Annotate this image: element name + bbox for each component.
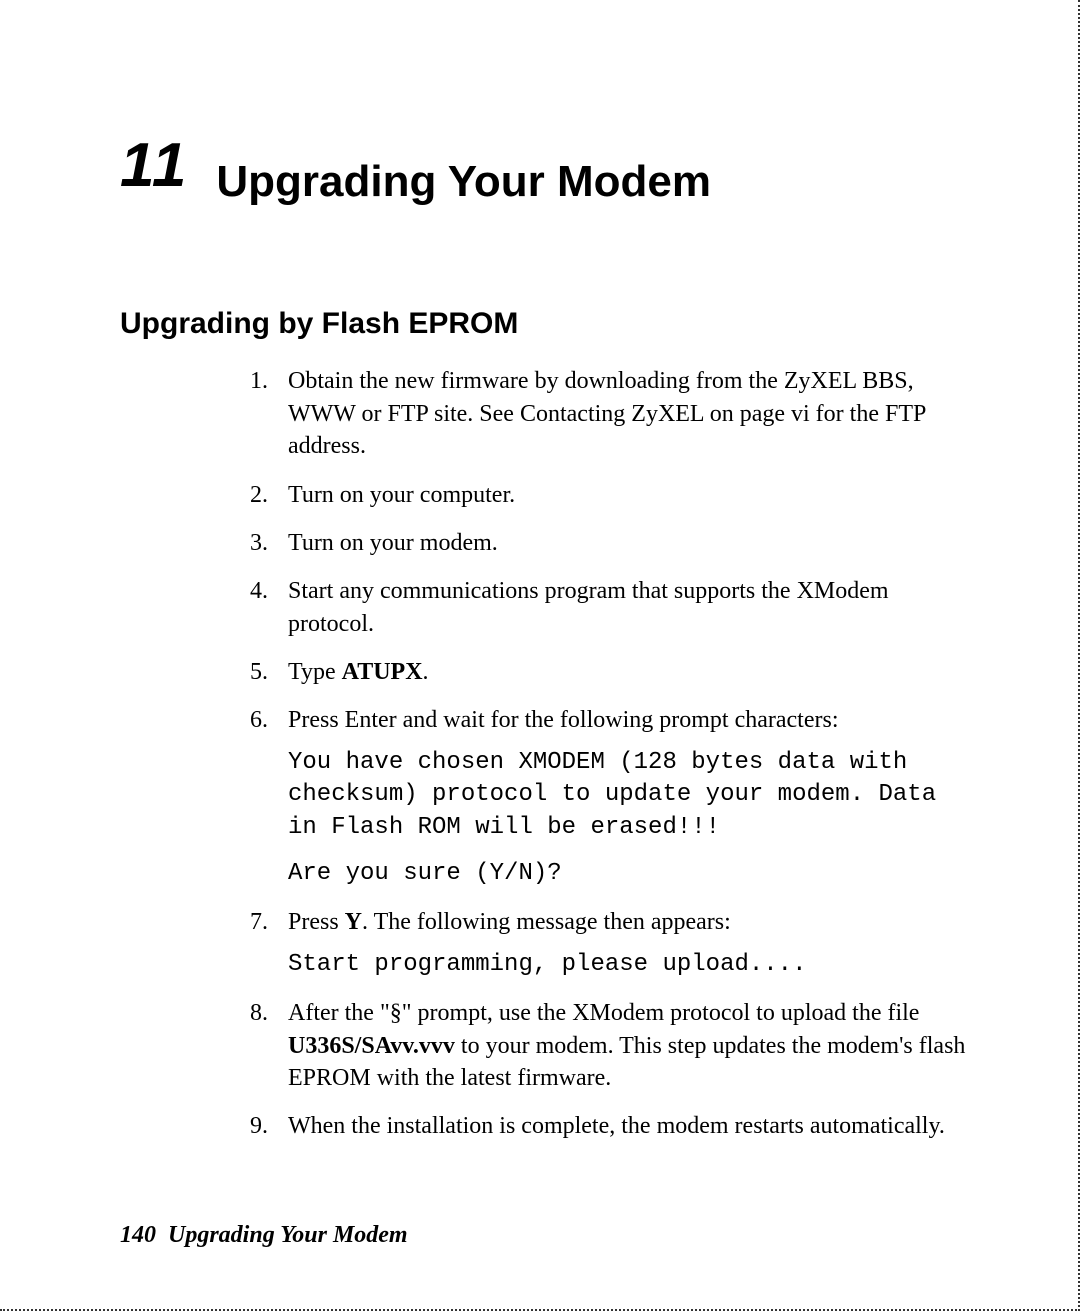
page-footer: 140 Upgrading Your Modem [120,1222,408,1249]
step-5: 5. Type ATUPX. [250,656,978,688]
list-marker: 5. [250,656,268,688]
step-text: Press Enter and wait for the following p… [288,704,978,736]
ordered-list: 1. Obtain the new firmware by downloadin… [250,365,978,1142]
page-number: 140 [120,1222,156,1248]
step-2: 2. Turn on your computer. [250,479,978,511]
list-marker: 7. [250,906,268,938]
chapter-heading: 11 Upgrading Your Modem [120,130,978,207]
step-text: Turn on your modem. [288,527,978,559]
code-block: Are you sure (Y/N)? [288,858,978,890]
step-text: Press Y. The following message then appe… [288,906,978,938]
step-text: Start any communications program that su… [288,575,978,640]
chapter-number: 11 [120,130,188,201]
chapter-title: Upgrading Your Modem [216,157,711,207]
step-6: 6. Press Enter and wait for the followin… [250,704,978,890]
step-text: Obtain the new firmware by downloading f… [288,365,978,462]
list-marker: 4. [250,575,268,607]
text-pre: Type [288,659,342,685]
step-text: When the installation is complete, the m… [288,1110,978,1142]
step-text: Turn on your computer. [288,479,978,511]
step-4: 4. Start any communications program that… [250,575,978,640]
step-3: 3. Turn on your modem. [250,527,978,559]
step-1: 1. Obtain the new firmware by downloadin… [250,365,978,462]
list-marker: 9. [250,1110,268,1142]
code-block: Start programming, please upload.... [288,949,978,981]
section-heading: Upgrading by Flash EPROM [120,307,978,341]
list-marker: 8. [250,997,268,1029]
text-post: . The following message then appears: [362,909,731,935]
step-9: 9. When the installation is complete, th… [250,1110,978,1142]
list-marker: 2. [250,479,268,511]
step-8: 8. After the "§" prompt, use the XModem … [250,997,978,1094]
text-pre: After the "§" prompt, use the XModem pro… [288,1000,919,1026]
page-container: 11 Upgrading Your Modem Upgrading by Fla… [0,0,1080,1311]
text-bold: U336S/SAvv.vvv [288,1033,455,1059]
step-text: After the "§" prompt, use the XModem pro… [288,997,978,1094]
text-bold: Y [345,909,362,935]
list-marker: 3. [250,527,268,559]
code-block: You have chosen XMODEM (128 bytes data w… [288,747,978,844]
text-pre: Press [288,909,345,935]
list-marker: 6. [250,704,268,736]
step-text: Type ATUPX. [288,656,978,688]
text-bold: ATUPX [342,659,423,685]
text-post: . [423,659,429,685]
step-7: 7. Press Y. The following message then a… [250,906,978,981]
footer-title: Upgrading Your Modem [168,1222,408,1248]
list-marker: 1. [250,365,268,397]
